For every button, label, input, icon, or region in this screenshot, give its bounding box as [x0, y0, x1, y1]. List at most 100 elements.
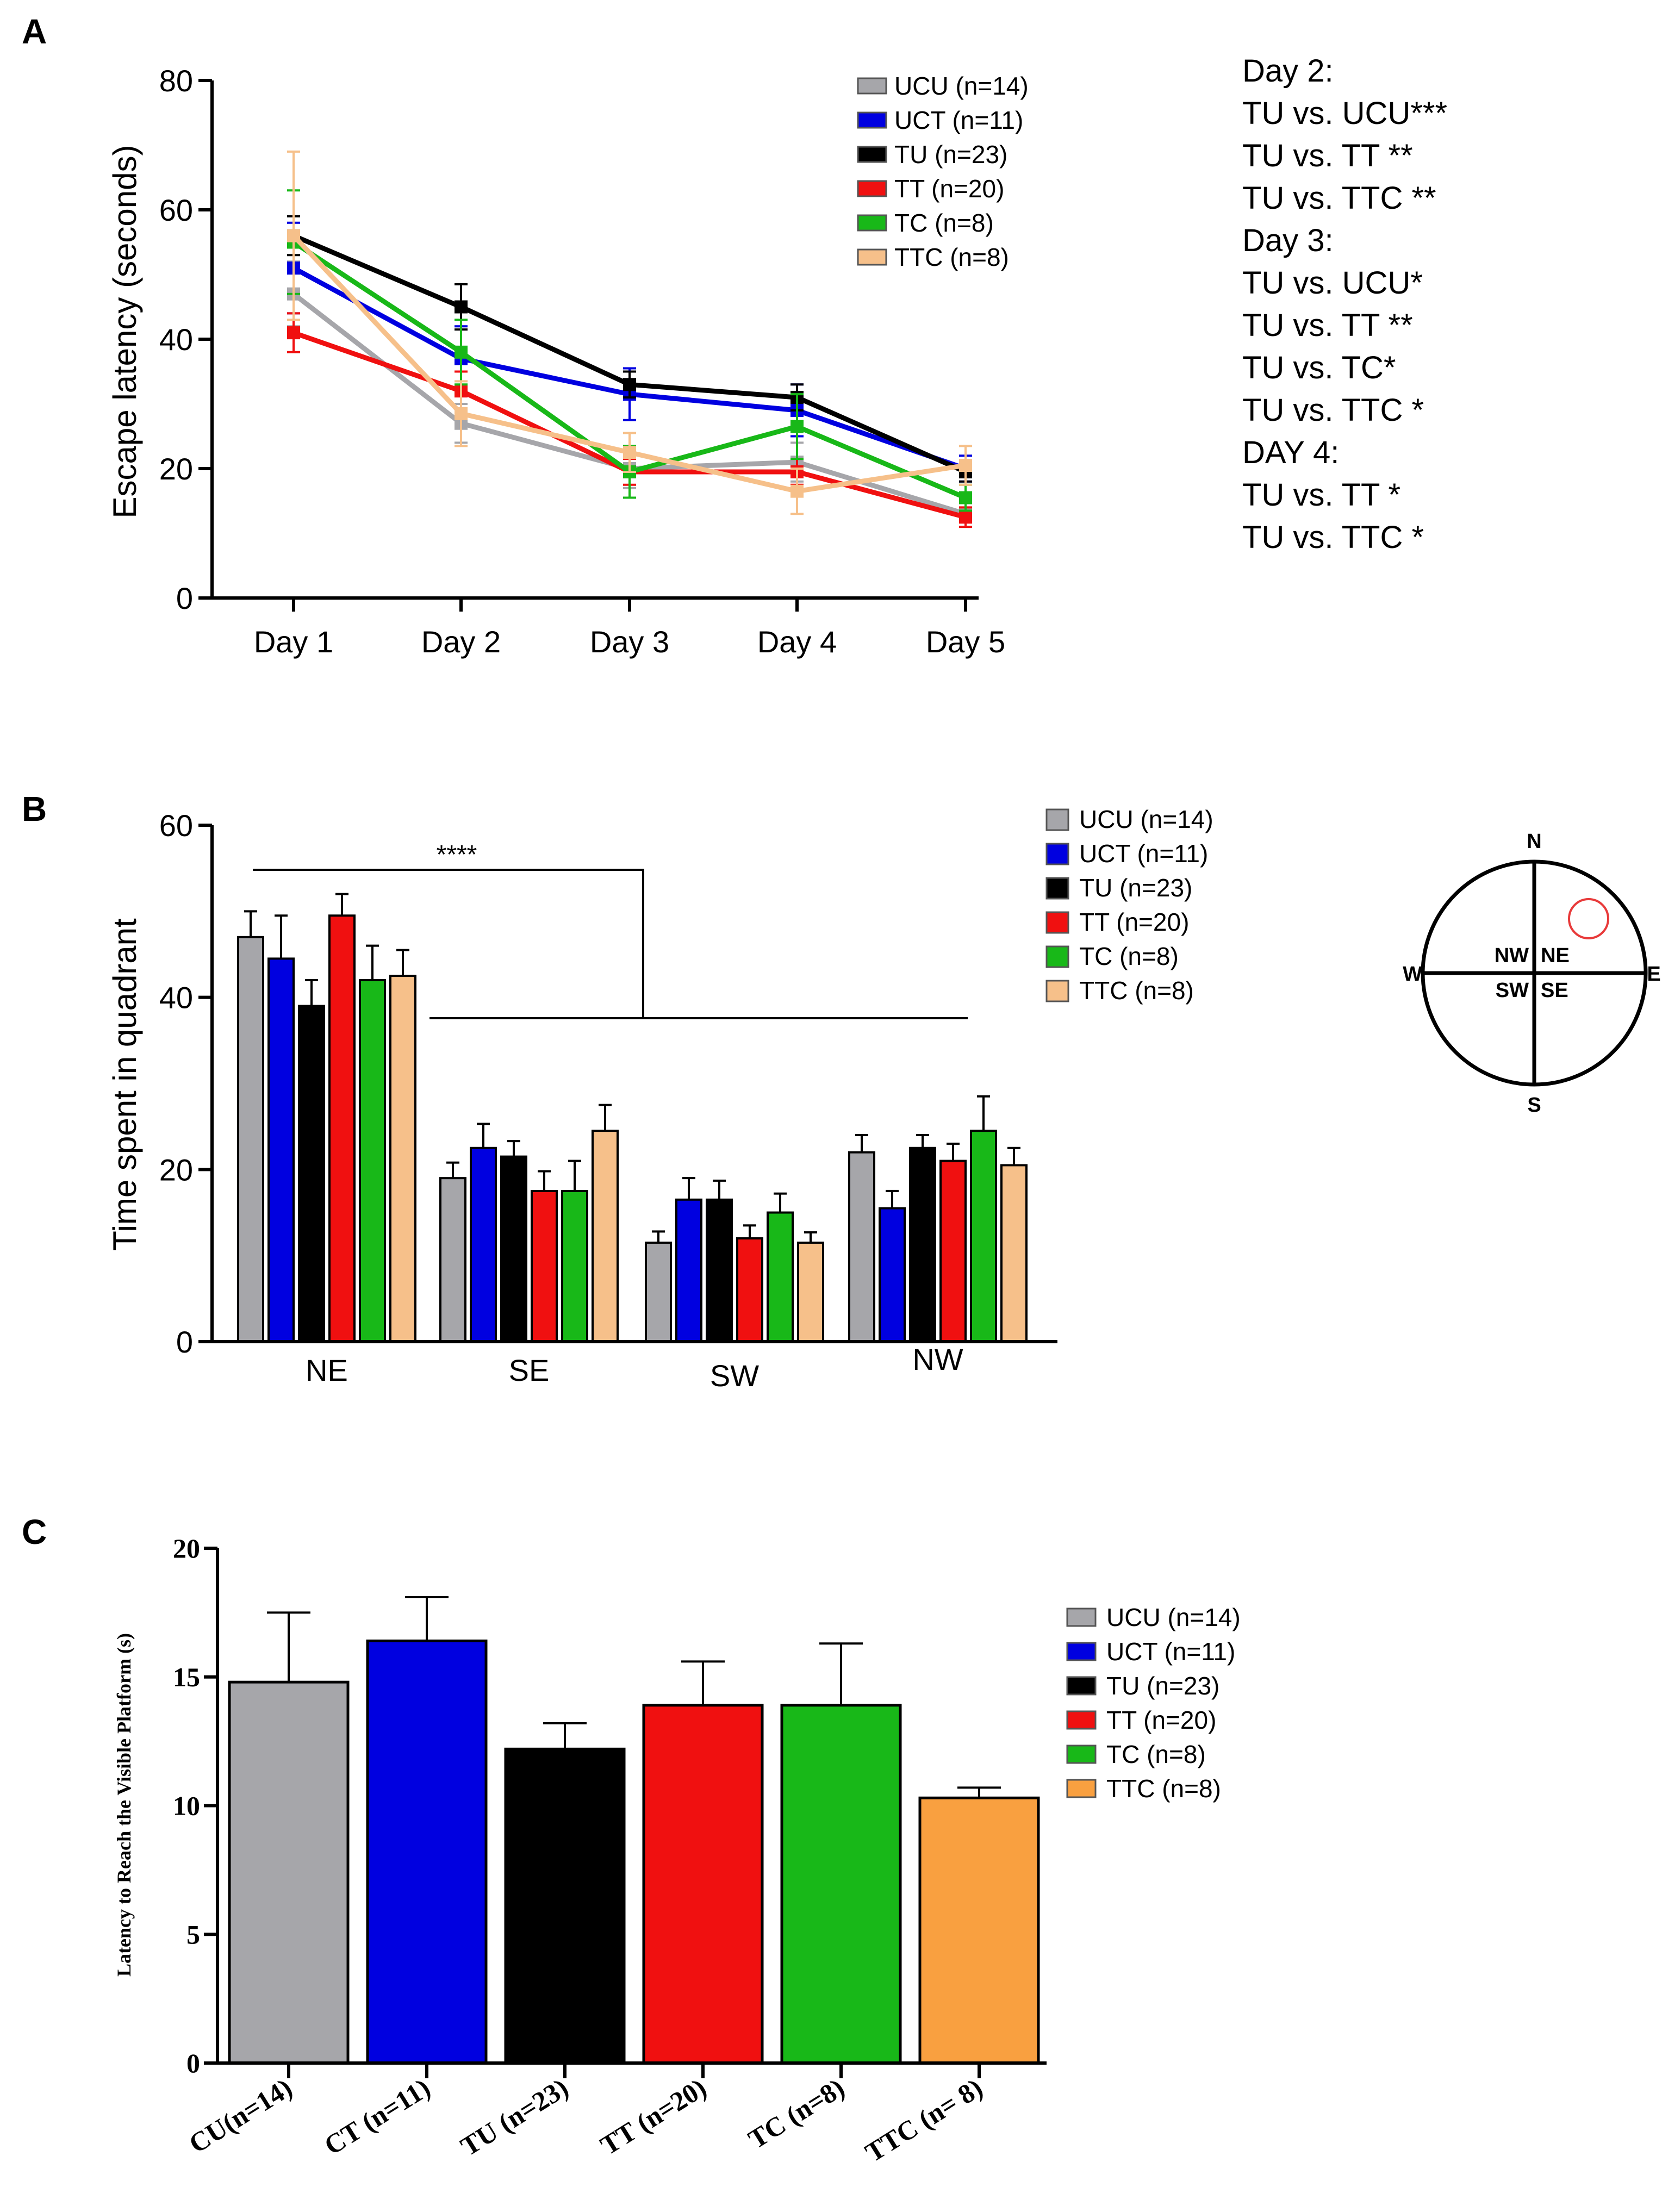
bar-se-ucu [439, 1177, 466, 1343]
stat-annotation: TU vs. TTC * [1242, 392, 1424, 428]
bar-nw-uct [879, 1207, 906, 1343]
compass-e: E [1647, 963, 1660, 986]
y-tick-label: 60 [159, 808, 193, 843]
data-point [287, 326, 300, 340]
stat-annotation: TU vs. TTC * [1242, 520, 1424, 555]
x-tick-label: Day 3 [590, 625, 669, 659]
data-point [959, 491, 972, 504]
bar-group-ct-n-11 [366, 1596, 488, 2065]
panel-a-series [287, 150, 972, 528]
x-tick-label: Day 2 [421, 625, 501, 659]
data-point [790, 420, 804, 433]
legend-swatch-ucu [1045, 808, 1069, 831]
panel-b-x-ticks: NE SE SW NW [306, 1342, 963, 1393]
bar-group-ttc-n-8 [918, 1786, 1040, 2065]
legend-swatch-ttc [1045, 980, 1069, 1002]
stat-annotation: TU vs. UCU*** [1242, 96, 1447, 131]
legend-swatch-ucu [1066, 1607, 1097, 1627]
y-tick-label: 40 [159, 322, 193, 357]
stat-annotation: TU vs. TC* [1242, 350, 1396, 385]
y-tick-label: 5 [186, 1919, 200, 1949]
legend-label-uct: UCT (n=11) [1079, 839, 1208, 868]
bar-group-tc-n-8 [780, 1642, 902, 2065]
bar-group-sw [645, 1177, 824, 1343]
panel-c-bars [228, 1596, 1040, 2065]
data-point [959, 510, 972, 524]
bar-sw-tu [706, 1198, 733, 1343]
bar-ne-tu [298, 1005, 325, 1343]
bar-sw-ucu [645, 1241, 672, 1343]
x-tick-label: Day 4 [757, 625, 837, 659]
stat-annotation: TU vs. TTC ** [1242, 180, 1436, 216]
y-tick-label: 0 [176, 1325, 193, 1359]
panel-b-legend: UCU (n=14) UCT (n=11) TU (n=23) TT (n=20) TC… [1045, 805, 1213, 1005]
data-point [455, 300, 468, 314]
x-tick-label: SW [710, 1359, 759, 1393]
legend-label-tu: TU (n=23) [1106, 1672, 1219, 1700]
stat-annotation: Day 3: [1242, 223, 1334, 258]
y-tick-label: 20 [173, 1533, 200, 1563]
stat-annotation: Day 2: [1242, 53, 1334, 89]
panel-b-bars [237, 893, 1028, 1343]
significance-bracket-upper [253, 869, 644, 1018]
legend-label-tt: TT (n=20) [1106, 1706, 1216, 1734]
bar-se-uct [470, 1146, 497, 1343]
y-tick-label: 0 [186, 2048, 200, 2078]
y-tick-label: 20 [159, 452, 193, 486]
x-tick-label: TU (n=23) [455, 2072, 574, 2162]
legend-swatch-tt [857, 180, 887, 197]
panel-b-ylabel: Time spent in quadrant [107, 918, 143, 1251]
legend-label-tc: TC (n=8) [894, 209, 994, 237]
bar-ttc-n-8 [918, 1796, 1040, 2065]
legend-swatch-tu [1066, 1676, 1097, 1696]
legend-label-tt: TT (n=20) [1079, 908, 1189, 936]
bar-sw-tc [767, 1211, 794, 1343]
bar-sw-ttc [797, 1241, 824, 1343]
legend-label-tt: TT (n=20) [894, 175, 1004, 203]
panel-b-y-ticks: 0 20 40 60 [159, 808, 212, 1359]
bar-nw-tc [970, 1130, 997, 1343]
legend-label-uct: UCT (n=11) [1106, 1637, 1235, 1666]
bar-sw-uct [675, 1198, 702, 1343]
legend-label-ucu: UCU (n=14) [1106, 1603, 1241, 1631]
panel-a-x-ticks: Day 1 Day 2 Day 3 Day 4 Day 5 [254, 598, 1005, 659]
x-tick-label: CT (n=11) [319, 2072, 435, 2161]
bar-group-tu-n-23 [504, 1722, 626, 2065]
legend-label-tu: TU (n=23) [1079, 874, 1192, 902]
legend-swatch-tt [1045, 911, 1069, 934]
y-tick-label: 10 [173, 1791, 200, 1821]
panel-c-x-ticks: CU(n=14) CT (n=11) TU (n=23) TT (n=20) TC (n… [184, 2063, 988, 2168]
stat-annotation: TU vs. TT ** [1242, 308, 1413, 343]
data-point [790, 484, 804, 498]
platform-circle [1568, 898, 1609, 939]
bar-group-se [439, 1104, 619, 1343]
data-point [623, 446, 636, 459]
stat-annotation: TU vs. UCU* [1242, 265, 1423, 301]
compass-nw: NW [1495, 944, 1529, 967]
bar-tt-n-20 [642, 1704, 764, 2065]
compass-sw: SW [1496, 979, 1529, 1002]
panel-c-legend: UCU (n=14) UCT (n=11) TU (n=23) TT (n=20) TC… [1066, 1603, 1241, 1803]
x-tick-label: Day 5 [926, 625, 1005, 659]
y-tick-label: 0 [176, 581, 193, 615]
legend-swatch-uct [1045, 843, 1069, 865]
bar-nw-tt [939, 1160, 967, 1343]
pool-compass-diagram: N S E W NW NE SW SE [1403, 830, 1661, 1117]
legend-label-ucu: UCU (n=14) [894, 72, 1029, 100]
legend-swatch-tt [1066, 1710, 1097, 1730]
legend-swatch-tu [857, 146, 887, 163]
stat-annotation: TU vs. TT * [1242, 477, 1400, 513]
series-ttc [287, 150, 972, 515]
bar-group-tt-n-20 [642, 1660, 764, 2065]
data-point [455, 345, 468, 359]
compass-s: S [1527, 1094, 1541, 1117]
x-tick-label: TC (n=8) [743, 2072, 849, 2155]
legend-label-ttc-c: TTC (n=8) [1106, 1774, 1221, 1803]
panel-label-a: A [22, 12, 47, 51]
x-tick-label: NW [912, 1342, 963, 1376]
bar-tc-n-8 [780, 1704, 902, 2065]
bar-tu-n-23 [504, 1747, 626, 2065]
compass-ne: NE [1541, 944, 1570, 967]
